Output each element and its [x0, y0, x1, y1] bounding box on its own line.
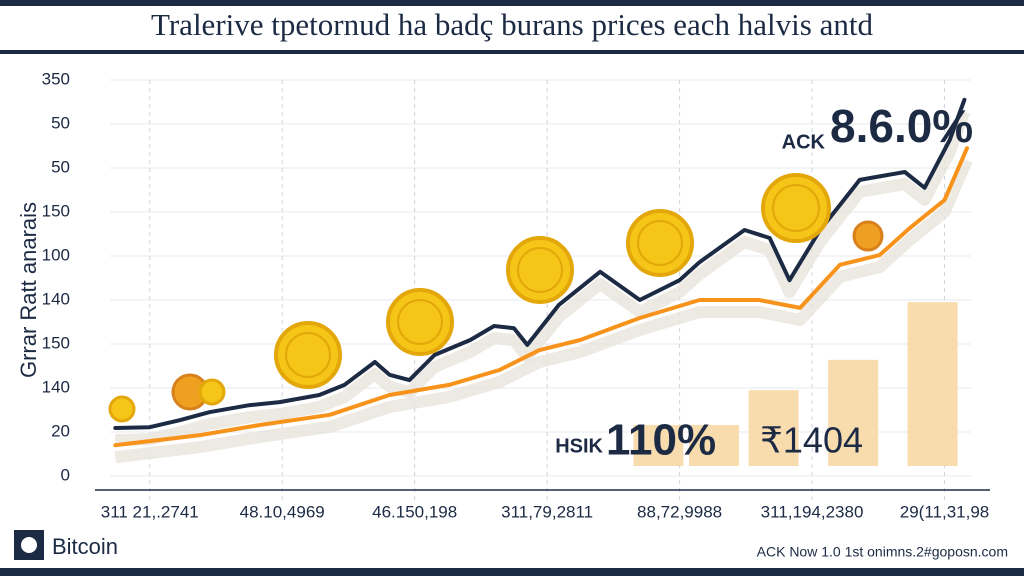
bar: [689, 424, 740, 466]
x-tick-label: 311 21,.2741: [101, 502, 199, 521]
x-tick-label: 48.10,4969: [240, 502, 325, 521]
brand: Bitcoin: [52, 534, 118, 559]
bar: [748, 390, 799, 466]
plot: [113, 97, 973, 466]
x-tick-label: 311,79,2811: [501, 502, 593, 521]
bar: [907, 302, 958, 466]
y-tick-label: 150: [42, 201, 70, 220]
line-shadow: [114, 157, 973, 464]
coin: [852, 220, 884, 252]
chart-title: Tralerive tpetornud ha badç burans price…: [151, 7, 873, 42]
grid: 0 20 140 150 140 100 150 50 50 350 311 21,.2741 48.…: [42, 69, 990, 521]
bar: [828, 359, 879, 466]
coin: [626, 209, 694, 277]
footer: ACK Now 1.0 1st onimns.2#goposn.com: [757, 544, 1008, 560]
y-tick-label: 140: [42, 289, 70, 308]
coin: [108, 395, 136, 423]
line: [113, 146, 969, 448]
annotation: 110%: [606, 416, 716, 465]
top-band: [0, 0, 1024, 6]
y-tick-label: 140: [42, 377, 70, 396]
coin: [506, 236, 574, 304]
line: [113, 97, 967, 430]
annotation: 8.6.0%: [830, 100, 973, 152]
bottom-band: [0, 568, 1024, 576]
coin: [386, 288, 454, 356]
y-tick-label: 350: [42, 69, 70, 88]
x-tick-label: 311,194,2380: [761, 502, 864, 521]
y-tick-label: 50: [51, 157, 70, 176]
x-tick-label: 46.150,198: [372, 502, 457, 521]
y-tick-label: 0: [61, 465, 70, 484]
coin: [761, 173, 831, 243]
annotation: ACK: [782, 131, 826, 153]
y-tick-label: 150: [42, 333, 70, 352]
title-rule: [0, 50, 1024, 54]
coin: [274, 321, 342, 389]
annotation: HSIK: [555, 435, 603, 457]
annotation: ₹1404: [760, 420, 863, 461]
y-tick-label: 100: [42, 245, 70, 264]
coin: [171, 373, 226, 411]
x-tick-label: 88,72,9988: [637, 502, 722, 521]
x-tick-label: 29(11,31,98: [900, 502, 989, 521]
y-axis-label: Grrar Ratt anarais: [16, 202, 41, 378]
coins: [108, 173, 884, 423]
y-tick-label: 50: [51, 113, 70, 132]
y-tick-label: 20: [51, 421, 70, 440]
brand-icon-mark: [21, 537, 37, 553]
bar: [633, 424, 684, 466]
